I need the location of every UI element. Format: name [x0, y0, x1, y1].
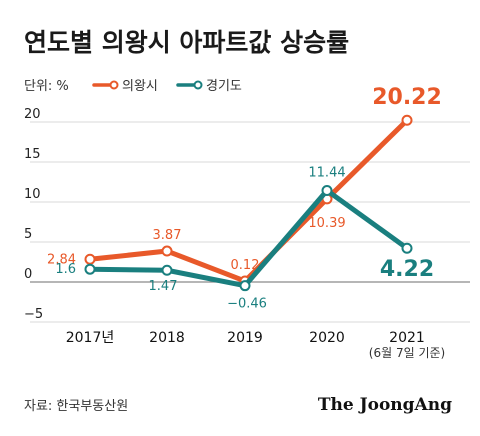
unit-label: 단위: %	[24, 79, 69, 94]
x-tick-label: 2019	[227, 330, 263, 346]
chart-title: 연도별 의왕시 아파트값 상승률	[24, 28, 349, 57]
source-text: 자료: 한국부동산원	[24, 399, 128, 414]
data-point	[161, 264, 173, 276]
data-label: 1.6	[55, 262, 76, 277]
data-point	[161, 245, 173, 257]
data-label: 2.84	[47, 252, 76, 267]
data-point	[239, 280, 251, 292]
data-point	[84, 263, 96, 275]
y-tick-label: 20	[24, 107, 41, 122]
x-tick-label: 2020	[309, 330, 345, 346]
y-axis: −5 0 5 10 15 20	[24, 107, 43, 322]
legend-label: 경기도	[206, 79, 242, 94]
data-label: 4.22	[380, 257, 434, 282]
legend-marker	[109, 80, 119, 90]
x-axis-note: (6월 7일 기준)	[369, 346, 445, 360]
y-tick-label: 5	[24, 227, 32, 242]
data-label: 10.39	[308, 216, 345, 231]
legend-label: 의왕시	[122, 79, 158, 94]
data-label: 20.22	[372, 85, 442, 110]
data-label: 3.87	[153, 228, 182, 243]
data-point	[401, 114, 413, 126]
x-tick-label: 2021	[389, 330, 425, 346]
series-line	[87, 117, 410, 284]
legend-marker	[193, 80, 203, 90]
legend: 의왕시 경기도	[92, 79, 242, 94]
data-label: 1.47	[149, 279, 178, 294]
x-tick-label: 2018	[149, 330, 185, 346]
data-point	[401, 242, 413, 254]
y-tick-label: 0	[24, 267, 32, 282]
x-tick-label: 2017년	[66, 330, 115, 346]
series-layer: 2.84 3.87 0.12 10.39 20.22 1.6 1.47 −0.46 11.44 4…	[47, 85, 442, 311]
data-label: 11.44	[308, 165, 345, 180]
grid	[30, 121, 470, 323]
data-point	[84, 253, 96, 265]
data-label: −0.46	[227, 297, 267, 312]
y-tick-label: −5	[24, 307, 43, 322]
y-tick-label: 10	[24, 187, 41, 202]
data-label: 0.12	[231, 258, 260, 273]
x-axis: 2017년 2018 2019 2020 2021	[66, 330, 425, 346]
data-point	[321, 184, 333, 196]
publisher-logo: The JoongAng	[318, 395, 452, 415]
y-tick-label: 15	[24, 147, 41, 162]
